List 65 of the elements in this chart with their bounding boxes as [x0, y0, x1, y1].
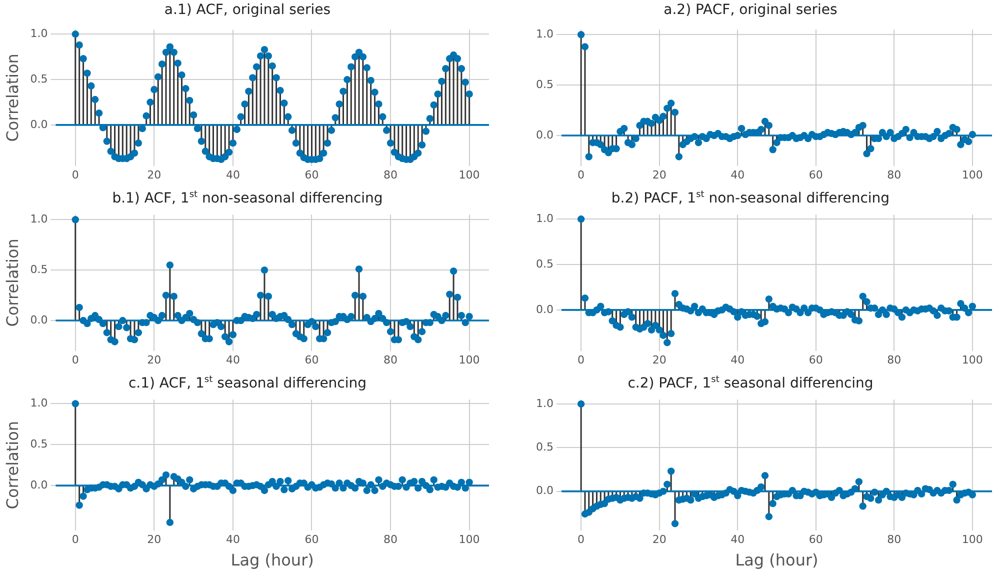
- chart-title: b.2) PACF, 1$^{st}$ non-seasonal differencing: [610, 189, 891, 207]
- y-tick-label: 1.0: [30, 212, 48, 226]
- x-axis-title: Lag (hour): [735, 550, 818, 570]
- y-tick-label: 0.5: [536, 257, 554, 270]
- y-tick-label: 0.5: [536, 78, 554, 91]
- x-tick-label: 40: [730, 533, 745, 546]
- x-tick-label: 60: [304, 353, 319, 366]
- chart-title: c.1) ACF, 1$^{st}$ seasonal differencing: [127, 374, 368, 392]
- y-tick-label: 0.0: [536, 302, 554, 316]
- x-tick-label: 80: [887, 168, 902, 182]
- x-tick-label: 0: [578, 353, 585, 366]
- x-tick-label: 0: [72, 168, 79, 182]
- x-tick-label: 20: [147, 533, 162, 546]
- x-tick-label: 20: [652, 168, 666, 182]
- x-tick-label: 100: [962, 168, 983, 182]
- x-tick-label: 80: [384, 533, 398, 546]
- x-tick-label: 60: [808, 533, 823, 546]
- x-tick-label: 60: [808, 168, 823, 182]
- x-tick-label: 100: [458, 168, 480, 182]
- x-tick-label: 60: [304, 168, 319, 182]
- x-tick-label: 40: [226, 168, 240, 182]
- x-tick-label: 40: [226, 533, 240, 546]
- x-tick-label: 100: [458, 533, 480, 546]
- y-tick-label: 0.5: [30, 437, 48, 450]
- x-tick-label: 20: [147, 353, 162, 366]
- x-tick-label: 60: [304, 533, 319, 546]
- chart-title: c.2) PACF, 1$^{st}$ seasonal differencing: [626, 374, 874, 392]
- y-tick-label: 0.0: [536, 128, 554, 142]
- y-tick-label: 0.5: [30, 262, 48, 276]
- y-tick-label: 0.0: [30, 313, 48, 326]
- x-tick-label: 20: [652, 353, 666, 366]
- y-tick-label: 1.0: [536, 212, 554, 225]
- y-tick-label: 1.0: [30, 396, 48, 410]
- y-tick-label: 1.0: [536, 396, 554, 410]
- x-tick-label: 0: [72, 533, 79, 546]
- x-tick-label: 40: [730, 168, 745, 182]
- x-tick-label: 60: [808, 353, 823, 366]
- x-tick-label: 80: [384, 168, 398, 182]
- y-tick-label: 0.5: [30, 72, 48, 86]
- y-tick-label: 0.0: [30, 478, 48, 492]
- x-axis-title: Lag (hour): [230, 550, 314, 570]
- chart-title: a.2) PACF, original series: [662, 1, 838, 20]
- chart-title: b.1) ACF, 1$^{st}$ non-seasonal differencing: [111, 189, 384, 207]
- x-tick-label: 40: [226, 353, 240, 366]
- y-tick-label: 0.0: [536, 484, 554, 498]
- x-tick-label: 80: [887, 353, 902, 366]
- y-tick-label: 0.0: [30, 118, 48, 131]
- x-tick-label: 100: [962, 353, 983, 366]
- x-tick-label: 0: [72, 353, 79, 366]
- x-tick-label: 80: [384, 353, 398, 366]
- y-tick-label: 1.0: [30, 27, 48, 40]
- chart-title: a.1) ACF, original series: [163, 1, 332, 20]
- x-tick-label: 40: [730, 353, 745, 366]
- y-tick-label: 1.0: [536, 28, 554, 41]
- x-tick-label: 80: [887, 533, 902, 546]
- x-tick-label: 20: [652, 533, 666, 546]
- y-tick-label: 0.5: [536, 440, 554, 454]
- y-axis-title: Correlation: [2, 420, 22, 510]
- y-axis-title: Correlation: [2, 238, 22, 327]
- x-tick-label: 20: [147, 168, 162, 182]
- x-tick-label: 0: [578, 168, 585, 182]
- x-tick-label: 0: [578, 533, 585, 546]
- x-tick-label: 100: [962, 533, 983, 546]
- x-tick-label: 100: [458, 353, 480, 366]
- y-axis-title: Correlation: [2, 54, 22, 142]
